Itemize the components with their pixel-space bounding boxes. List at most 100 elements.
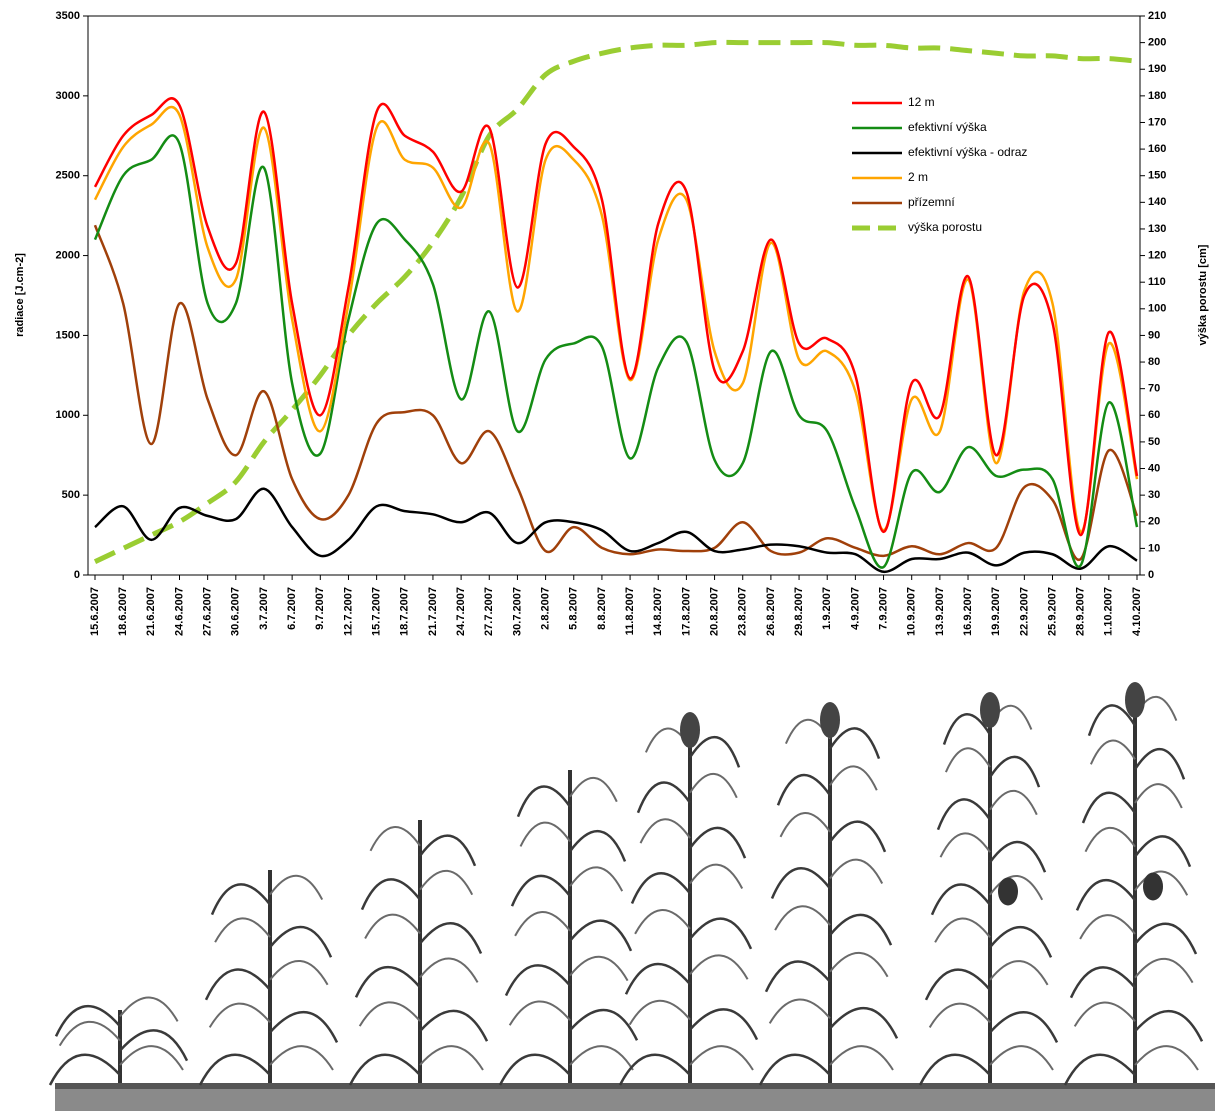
leaf — [1134, 957, 1194, 984]
leaf — [198, 1053, 271, 1086]
legend-label: 12 m — [908, 95, 935, 109]
ear — [998, 877, 1018, 906]
series-line — [93, 224, 1139, 561]
x-tick-label: 30.7.2007 — [511, 587, 523, 636]
tassel — [820, 702, 840, 738]
y2-axis-label: výška porostu [cm] — [1197, 244, 1209, 345]
leaf — [924, 968, 991, 1001]
legend-label: 2 m — [908, 170, 928, 184]
leaf — [58, 1020, 121, 1047]
y-tick-label: 2500 — [56, 170, 80, 182]
x-tick-label: 27.6.2007 — [202, 587, 214, 636]
leaf — [989, 789, 1038, 816]
y2-tick-label: 110 — [1148, 276, 1166, 288]
leaf — [354, 965, 421, 998]
leaf — [269, 1010, 339, 1043]
leaf — [988, 755, 1041, 788]
x-tick-label: 29.8.2007 — [793, 587, 805, 636]
leaf — [628, 999, 691, 1026]
leaf — [829, 1006, 899, 1039]
x-tick-label: 18.6.2007 — [117, 587, 129, 636]
leaf — [930, 883, 991, 916]
leaf — [758, 1053, 831, 1086]
y2-tick-label: 210 — [1148, 10, 1166, 22]
x-tick-label: 12.7.2007 — [342, 587, 354, 636]
x-tick-label: 20.8.2007 — [708, 587, 720, 636]
leaf — [269, 874, 324, 901]
corn-illustration — [48, 682, 1215, 1111]
leaf — [1134, 783, 1183, 809]
tassel — [980, 692, 1000, 728]
leaf — [776, 774, 832, 806]
leaf — [514, 911, 571, 937]
y2-tick-label: 20 — [1148, 516, 1160, 528]
leaf — [639, 818, 691, 844]
series-line — [93, 134, 1139, 569]
leaf — [510, 874, 571, 907]
leaf — [989, 875, 1044, 901]
leaf — [504, 964, 571, 997]
y-axis-label: radiace [J.cm-2] — [14, 253, 26, 337]
x-tick-label: 18.7.2007 — [399, 587, 411, 636]
leaf — [269, 1045, 334, 1071]
x-tick-label: 26.8.2007 — [765, 587, 777, 636]
y2-tick-label: 50 — [1148, 436, 1160, 448]
x-tick-label: 7.9.2007 — [877, 587, 889, 630]
leaf — [688, 736, 741, 768]
leaf — [1133, 748, 1186, 780]
x-tick-label: 21.6.2007 — [145, 587, 157, 636]
ground — [55, 1083, 1215, 1089]
x-tick-label: 10.9.2007 — [906, 587, 918, 636]
x-tick-label: 22.9.2007 — [1018, 587, 1030, 636]
leaf — [119, 1029, 189, 1062]
leaf — [918, 1053, 991, 1086]
x-tick-label: 25.9.2007 — [1046, 587, 1058, 636]
leaf — [569, 1045, 634, 1071]
leaf — [989, 1045, 1054, 1071]
leaf — [569, 866, 624, 892]
leaf — [689, 917, 753, 950]
y2-tick-label: 190 — [1148, 63, 1166, 75]
x-tick-label: 16.9.2007 — [962, 587, 974, 636]
leaf — [634, 909, 691, 935]
x-tick-label: 24.7.2007 — [455, 587, 467, 636]
y-tick-label: 2000 — [56, 249, 80, 261]
leaf — [1089, 739, 1136, 765]
y2-tick-label: 100 — [1148, 303, 1166, 315]
plot-frame — [87, 15, 1141, 576]
x-tick-label: 8.8.2007 — [596, 587, 608, 630]
leaf — [779, 812, 831, 838]
leaf — [828, 727, 881, 760]
legend-label: výška porostu — [908, 220, 982, 234]
leaf — [419, 922, 483, 955]
leaf — [419, 957, 479, 983]
leaf — [768, 998, 831, 1024]
y2-tick-label: 10 — [1148, 542, 1160, 554]
leaf — [636, 781, 692, 814]
leaf — [764, 960, 831, 993]
series-line — [93, 39, 1138, 564]
leaf — [358, 1001, 421, 1027]
leaf — [204, 968, 271, 1001]
leaf — [364, 913, 421, 939]
leaf — [1069, 966, 1136, 999]
leaf — [689, 954, 749, 980]
y2-tick-label: 0 — [1148, 569, 1154, 581]
tassel — [680, 712, 700, 748]
leaf — [569, 1008, 639, 1041]
leaf — [689, 1045, 754, 1071]
x-tick-label: 28.9.2007 — [1075, 587, 1087, 636]
x-tick-label: 4.9.2007 — [849, 587, 861, 630]
leaf — [630, 872, 691, 904]
leaf — [1073, 1001, 1136, 1027]
leaf — [1134, 870, 1189, 896]
leaf — [119, 1045, 184, 1071]
leaf — [519, 821, 571, 847]
series-line — [94, 487, 1138, 574]
x-tick-label: 1.10.2007 — [1103, 587, 1115, 636]
x-tick-label: 11.8.2007 — [624, 587, 636, 635]
x-tick-label: 14.8.2007 — [652, 587, 664, 636]
leaf — [1134, 1045, 1199, 1071]
legend-label: efektivní výška - odraz — [908, 145, 1027, 159]
leaf — [348, 1053, 421, 1086]
